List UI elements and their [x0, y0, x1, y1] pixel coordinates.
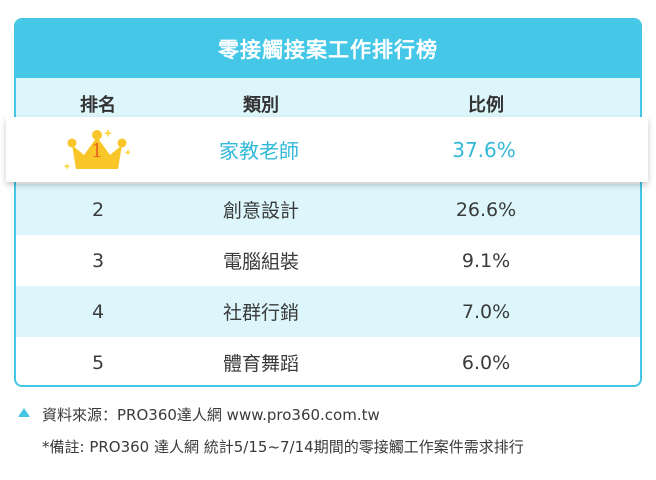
category-cell: 創意設計: [222, 200, 299, 222]
ratio-cell: 26.6%: [455, 198, 517, 221]
rank-cell: 3: [91, 249, 105, 272]
table-row: 5 體育舞蹈 6.0%: [16, 337, 640, 385]
footnotes: 資料來源：PRO360達人網 www.pro360.com.tw *備註: PR…: [18, 402, 524, 458]
top-ranked-row: 1 家教老師 37.6%: [6, 117, 648, 182]
crown-icon: 1: [63, 125, 132, 175]
rank-cell: 5: [91, 351, 105, 374]
source-note: 資料來源：PRO360達人網 www.pro360.com.tw: [42, 405, 380, 424]
table-title: 零接觸接案工作排行榜: [16, 20, 640, 78]
category-cell: 社群行銷: [222, 302, 299, 324]
header-rank: 排名: [80, 94, 116, 116]
category-cell: 體育舞蹈: [222, 353, 299, 375]
table-row: 3 電腦組裝 9.1%: [16, 235, 640, 286]
category-cell: 電腦組裝: [222, 251, 299, 273]
rank-number: 1: [90, 139, 104, 162]
ranking-table: 零接觸接案工作排行榜 排名 類別 比例 2 創意設計 26.6% 3 電腦組裝 …: [14, 18, 642, 387]
category-cell: 家教老師: [219, 139, 299, 163]
ratio-cell: 9.1%: [461, 249, 511, 272]
header-ratio: 比例: [468, 94, 504, 116]
ratio-cell: 7.0%: [461, 300, 511, 323]
rank-cell: 4: [91, 300, 105, 323]
remark-note: *備註: PRO360 達人網 統計5/15~7/14期間的零接觸工作案件需求排…: [42, 437, 524, 456]
table-row: 2 創意設計 26.6%: [16, 184, 640, 235]
header-category: 類別: [243, 94, 279, 116]
rank-cell: 2: [91, 198, 105, 221]
table-row: 4 社群行銷 7.0%: [16, 286, 640, 337]
ratio-cell: 37.6%: [452, 137, 516, 162]
triangle-bullet-icon: [18, 407, 30, 417]
ratio-cell: 6.0%: [461, 351, 511, 374]
